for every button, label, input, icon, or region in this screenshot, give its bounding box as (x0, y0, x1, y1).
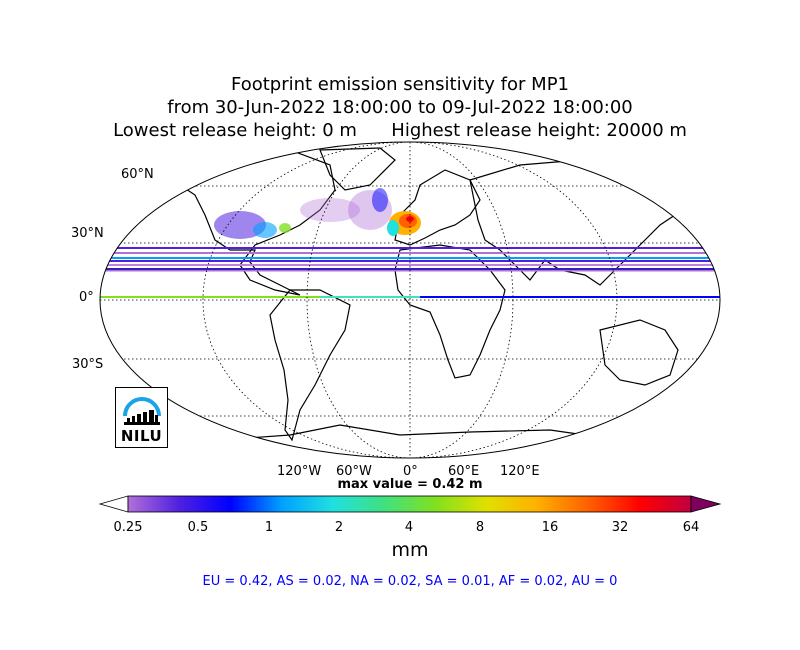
nilu-logo-text: NILU (120, 427, 163, 445)
graticule (100, 142, 720, 458)
colorbar-tick-label: 8 (475, 520, 485, 535)
colorbar-tick-label: 32 (611, 520, 629, 535)
lon-label-120w: 120°W (277, 464, 322, 479)
lat-label-60n: 60°N (121, 167, 154, 182)
colorbar-min-extend (98, 495, 129, 513)
colorbar-tick-label: 4 (404, 520, 414, 535)
globe-outline (99, 141, 721, 459)
lon-label-60e: 60°E (448, 464, 480, 479)
lon-label-0: 0° (403, 464, 418, 479)
lat-label-30n: 30°N (71, 226, 104, 241)
colorbar-tick-label: 2 (334, 520, 344, 535)
colorbar-tick-label: 64 (682, 520, 700, 535)
title-line-2: from 30-Jun-2022 18:00:00 to 09-Jul-2022… (167, 97, 633, 118)
colorbar-body (127, 495, 692, 513)
lon-label-120e: 120°E (500, 464, 540, 479)
nilu-logo-icon (123, 397, 161, 425)
nilu-logo: NILU (115, 387, 168, 448)
lat-label-0: 0° (79, 290, 94, 305)
world-map (99, 141, 721, 459)
title-line-3: Lowest release height: 0 m Highest relea… (113, 120, 687, 141)
lon-label-60w: 60°W (336, 464, 372, 479)
continents (109, 147, 703, 458)
australia-outline (599, 319, 679, 386)
lat-label-30s: 30°S (72, 357, 104, 372)
colorbar-unit-label: mm (391, 539, 429, 561)
africa-outline (394, 244, 506, 379)
south-america-outline (269, 289, 351, 442)
greenland-outline (319, 147, 396, 191)
europe-outline (394, 169, 481, 246)
colorbar-tick-label: 0.25 (113, 520, 143, 535)
colorbar-tick-label: 1 (264, 520, 274, 535)
asia-outline (469, 159, 691, 286)
antarctica-outline (139, 424, 703, 458)
max-value-label: max value = 0.42 m (337, 477, 483, 492)
title-line-1: Footprint emission sensitivity for MP1 (230, 74, 569, 95)
colorbar-tick-label: 16 (541, 520, 559, 535)
colorbar-max-extend (690, 495, 722, 513)
region-summary: EU = 0.42, AS = 0.02, NA = 0.02, SA = 0.… (202, 574, 618, 589)
colorbar-tick-label: 0.5 (187, 520, 209, 535)
